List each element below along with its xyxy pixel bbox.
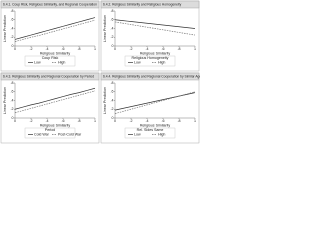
y-tick-label: 0: [112, 116, 114, 120]
legend-label: High: [58, 60, 65, 64]
legend-box: [24, 127, 76, 139]
x-tick-label: 0: [14, 119, 16, 123]
legend-label: Low: [134, 60, 141, 64]
y-tick-label: .6: [11, 90, 14, 94]
panel-title: 6.4.4. Religious Similarity and Regional…: [103, 74, 200, 78]
legend-label: High: [158, 60, 165, 64]
legend-title: Coup Risk: [42, 56, 59, 60]
x-tick-label: 1: [94, 47, 96, 51]
y-tick-label: .6: [11, 18, 14, 22]
x-tick-label: .8: [78, 119, 81, 123]
panel-title: 6.4.2. Religious Similarity and Religiou…: [103, 2, 182, 6]
series-line: [14, 87, 96, 110]
y-tick-label: .2: [11, 107, 14, 111]
y-axis-label: Linear Prediction: [103, 87, 107, 114]
panel-title: 6.4.1. Coup Risk, Religious Similarity, …: [3, 2, 97, 6]
legend-label: High: [158, 132, 165, 136]
x-tick-label: .4: [46, 47, 49, 51]
series-line: [114, 19, 196, 29]
panel-title-strip: [100, 72, 200, 81]
x-axis-label: Religious Similarity: [140, 51, 171, 55]
series-line: [114, 92, 196, 111]
x-tick-label: .8: [78, 47, 81, 51]
series-line: [14, 17, 96, 40]
x-tick-label: 1: [194, 119, 196, 123]
y-axis-label: Linear Prediction: [103, 15, 107, 42]
y-axis-label: Linear Prediction: [3, 15, 7, 42]
y-tick-label: .4: [11, 98, 14, 102]
x-tick-label: .2: [30, 119, 33, 123]
legend-box: [124, 55, 176, 67]
x-tick-label: .8: [178, 47, 181, 51]
x-tick-label: .2: [130, 47, 133, 51]
x-tick-label: 0: [114, 119, 116, 123]
x-tick-label: .6: [162, 47, 165, 51]
x-tick-label: .6: [62, 119, 65, 123]
y-tick-label: 0: [112, 44, 114, 48]
legend-title: Rel. Sides Same: [137, 128, 164, 132]
legend-label: Cold War: [34, 132, 50, 136]
x-tick-label: .4: [146, 119, 149, 123]
legend-title: Religious Homogeneity: [132, 56, 169, 60]
y-tick-label: .2: [111, 35, 114, 39]
y-tick-label: .6: [111, 18, 114, 22]
x-tick-label: 1: [194, 47, 196, 51]
x-tick-label: 0: [114, 47, 116, 51]
x-axis-label: Religious Similarity: [40, 123, 71, 127]
y-tick-label: .2: [11, 35, 14, 39]
y-tick-label: .8: [11, 9, 14, 13]
legend-label: Post-Cold War: [58, 132, 82, 136]
y-tick-label: .4: [11, 26, 14, 30]
y-tick-label: .6: [111, 90, 114, 94]
x-tick-label: .8: [178, 119, 181, 123]
x-tick-label: .4: [46, 119, 49, 123]
y-tick-label: 0: [12, 44, 14, 48]
legend-title: Period: [45, 128, 55, 132]
x-axis-label: Religious Similarity: [140, 123, 171, 127]
legend-label: Low: [134, 132, 141, 136]
x-tick-label: .6: [162, 119, 165, 123]
y-tick-label: 0: [12, 116, 14, 120]
y-tick-label: .2: [111, 107, 114, 111]
y-tick-label: .8: [11, 81, 14, 85]
legend-label: Low: [34, 60, 41, 64]
series-line: [14, 90, 96, 114]
chart-grid: 6.4.1. Coup Risk, Religious Similarity, …: [0, 0, 200, 144]
y-tick-label: .8: [111, 9, 114, 13]
y-tick-label: .4: [111, 26, 114, 30]
y-tick-label: .8: [111, 81, 114, 85]
panel-title: 6.4.3. Religious Similarity and Regional…: [3, 74, 94, 78]
legend-box: [24, 55, 76, 67]
series-line: [114, 91, 196, 114]
series-line: [114, 21, 196, 36]
x-tick-label: .6: [62, 47, 65, 51]
x-tick-label: 1: [94, 119, 96, 123]
y-tick-label: .4: [111, 98, 114, 102]
legend-box: [124, 127, 176, 139]
x-axis-label: Religious Similarity: [40, 51, 71, 55]
series-line: [14, 19, 96, 42]
y-axis-label: Linear Prediction: [3, 87, 7, 114]
panel-title-strip: [100, 0, 200, 9]
x-tick-label: .2: [130, 119, 133, 123]
x-tick-label: 0: [14, 47, 16, 51]
panel-title-strip: [0, 72, 100, 81]
x-tick-label: .2: [30, 47, 33, 51]
panel-title-strip: [0, 0, 100, 9]
x-tick-label: .4: [146, 47, 149, 51]
